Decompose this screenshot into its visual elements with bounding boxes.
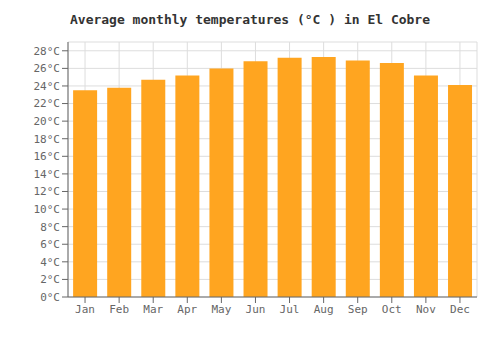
html-text:Average monthly temperatures (: Average monthly temperatures (°C ) in El… (70, 12, 430, 27)
svg-text:0°C: 0°C (40, 291, 60, 304)
svg-text:Dec: Dec (450, 303, 470, 316)
svg-text:12°C: 12°C (34, 185, 61, 198)
svg-text:Jun: Jun (246, 303, 266, 316)
svg-text:28°C: 28°C (34, 45, 61, 58)
svg-text:Apr: Apr (177, 303, 197, 316)
svg-text:18°C: 18°C (34, 133, 61, 146)
svg-text:Jan: Jan (75, 303, 95, 316)
svg-text:Jul: Jul (280, 303, 300, 316)
svg-text:4°C: 4°C (40, 256, 60, 269)
svg-text:14°C: 14°C (34, 168, 61, 181)
svg-text:22°C: 22°C (34, 97, 61, 110)
svg-text:Oct: Oct (382, 303, 402, 316)
svg-text:Feb: Feb (109, 303, 129, 316)
svg-text:Sep: Sep (348, 303, 368, 316)
svg-text:Nov: Nov (416, 303, 436, 316)
svg-text:Mar: Mar (143, 303, 163, 316)
svg-text:6°C: 6°C (40, 238, 60, 251)
svg-text:2°C: 2°C (40, 273, 60, 286)
svg-text:20°C: 20°C (34, 115, 61, 128)
svg-text:26°C: 26°C (34, 62, 61, 75)
svg-text:24°C: 24°C (34, 80, 61, 93)
svg-text:Aug: Aug (314, 303, 334, 316)
svg-text:10°C: 10°C (34, 203, 61, 216)
svg-text:8°C: 8°C (40, 221, 60, 234)
svg-text:May: May (211, 303, 231, 316)
svg-text:16°C: 16°C (34, 150, 61, 163)
